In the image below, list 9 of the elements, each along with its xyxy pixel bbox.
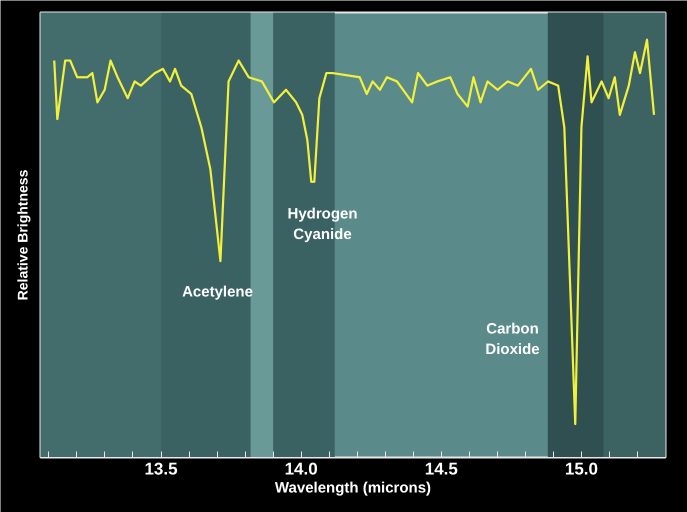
annotation: Hydrogen Cyanide xyxy=(288,206,358,243)
x-axis-title: Wavelength (microns) xyxy=(274,480,432,496)
y-axis-title: Relative Brightness xyxy=(14,169,30,300)
x-tick-label: 13.5 xyxy=(144,460,178,478)
annotation: Carbon Dioxide xyxy=(485,320,540,358)
annotation: Acetylene xyxy=(182,284,253,300)
x-tick-label: 14.5 xyxy=(424,460,458,478)
x-tick-label: 14.0 xyxy=(284,460,318,478)
x-tick-label: 15.0 xyxy=(564,460,598,478)
